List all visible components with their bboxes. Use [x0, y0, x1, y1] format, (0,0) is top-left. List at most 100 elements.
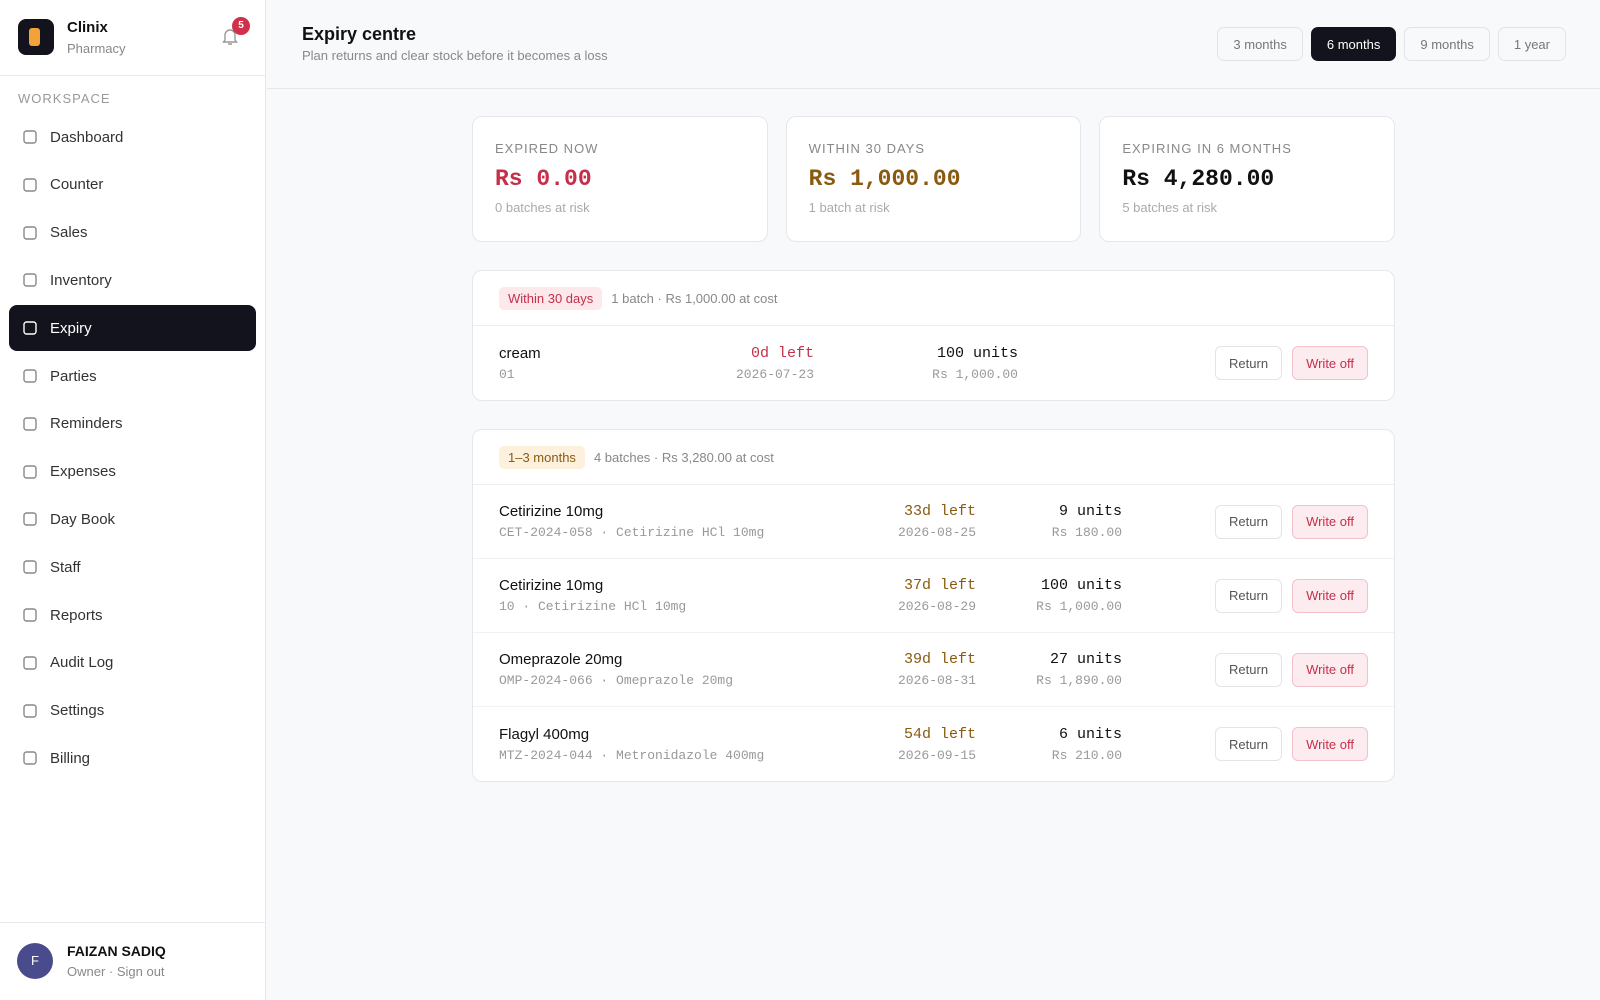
summary-amount: Rs 0.00	[495, 166, 592, 192]
nav-item[interactable]: Counter	[9, 162, 256, 208]
page-title: Expiry centre	[302, 24, 417, 44]
nav-label: Audit Log	[50, 654, 114, 672]
nav-label: Inventory	[50, 271, 112, 289]
nav-icon	[23, 751, 37, 766]
nav-item[interactable]: Expiry	[9, 305, 256, 352]
batch-info: Cetirizine 10mg 10 · Cetirizine HCl 10mg	[499, 577, 829, 614]
cost: Rs 210.00	[1051, 747, 1122, 763]
nav-icon	[23, 130, 37, 144]
header: Expiry centre Plan returns and clear stoc…	[267, 0, 1600, 89]
summary-card: WITHIN 30 DAYS Rs 1,000.00 1 batch at risk	[785, 116, 1082, 242]
batch-expiry: 39d left 2026-08-31	[829, 651, 976, 688]
write-off-button[interactable]: Write off	[1292, 346, 1368, 380]
batch-stock: 9 units Rs 180.00	[976, 503, 1122, 540]
nav-icon	[23, 178, 37, 192]
batch-info: Cetirizine 10mg CET-2024-058 · Cetirizine…	[499, 503, 829, 540]
nav-icon	[23, 369, 37, 383]
batch-stock: 100 units Rs 1,000.00	[976, 577, 1122, 614]
sidebar: Clinix Pharmacy 5 WORKSPACE Dashboard Counter…	[0, 0, 266, 1000]
batch-name: Cetirizine 10mg	[499, 577, 604, 594]
summary-label: WITHIN 30 DAYS	[808, 141, 926, 156]
return-button[interactable]: Return	[1215, 346, 1283, 380]
return-button[interactable]: Return	[1215, 727, 1283, 761]
batch-row: Omeprazole 20mg OMP-2024-066 · Omeprazole…	[473, 633, 1394, 707]
batch-row: Cetirizine 10mg CET-2024-058 · Cetirizine…	[473, 485, 1394, 559]
nav-label: Sales	[50, 224, 88, 242]
nav-item[interactable]: Sales	[9, 210, 256, 256]
days-left: 33d left	[903, 503, 976, 520]
batch-stock: 100 units Rs 1,000.00	[814, 345, 1018, 382]
nav-item[interactable]: Day Book	[9, 496, 256, 542]
range-button[interactable]: 9 months	[1404, 27, 1490, 61]
batch-row: Cetirizine 10mg 10 · Cetirizine HCl 10mg 3…	[473, 559, 1394, 633]
expiry-date: 2026-08-29	[897, 599, 976, 614]
write-off-button[interactable]: Write off	[1292, 727, 1368, 761]
batch-info: cream 01	[499, 345, 729, 382]
days-left: 39d left	[903, 651, 976, 668]
expiry-date: 2026-08-31	[897, 673, 976, 688]
nav-item[interactable]: Reminders	[9, 401, 256, 447]
batch-code: 10 · Cetirizine HCl 10mg	[499, 599, 687, 614]
batch-expiry: 0d left 2026-07-23	[729, 345, 814, 382]
nav-label: Settings	[50, 702, 105, 720]
nav-label: Staff	[50, 558, 81, 576]
return-button[interactable]: Return	[1215, 504, 1283, 539]
cost: Rs 180.00	[1051, 525, 1122, 540]
range-button[interactable]: 1 year	[1497, 27, 1566, 61]
nav-icon	[23, 703, 37, 718]
write-off-button[interactable]: Write off	[1292, 578, 1368, 613]
nav-item[interactable]: Audit Log	[9, 640, 256, 686]
logo	[18, 19, 54, 55]
batch-name: cream	[499, 344, 541, 362]
nav-item[interactable]: Staff	[9, 544, 256, 590]
row-actions: Return Write off	[1215, 727, 1368, 761]
units: 6 units	[1058, 725, 1122, 743]
nav-item[interactable]: Reports	[9, 592, 256, 638]
page-subtitle: Plan returns and clear stock before it b…	[302, 48, 608, 63]
row-actions: Return Write off	[1215, 504, 1368, 539]
summary-amount: Rs 1,000.00	[808, 166, 961, 192]
nav-item[interactable]: Expenses	[9, 449, 256, 495]
batch-code: MTZ-2024-044 · Metronidazole 400mg	[499, 747, 765, 763]
nav-item[interactable]: Settings	[9, 688, 256, 734]
nav-icon	[23, 464, 37, 479]
expiry-group: 1–3 months 4 batches · Rs 3,280.00 at cos…	[472, 429, 1395, 782]
summary-amount: Rs 4,280.00	[1122, 166, 1275, 192]
range-button[interactable]: 6 months	[1310, 27, 1397, 61]
expiry-date: 2026-08-25	[897, 525, 976, 540]
user-role[interactable]: Owner · Sign out	[67, 964, 165, 979]
range-selector: 3 months 6 months 9 months 1 year	[1217, 27, 1566, 61]
batch-name: Flagyl 400mg	[499, 725, 590, 743]
expiry-date: 2026-07-23	[735, 366, 814, 382]
units: 27 units	[1049, 651, 1122, 668]
brand-sub: Pharmacy	[67, 41, 126, 56]
nav-item[interactable]: Dashboard	[9, 114, 256, 160]
nav-icon	[23, 608, 37, 622]
summary-cards: EXPIRED NOW Rs 0.00 0 batches at risk WITHI…	[472, 116, 1396, 242]
nav-icon	[23, 560, 37, 574]
batch-expiry: 33d left 2026-08-25	[829, 503, 976, 540]
range-button[interactable]: 3 months	[1217, 27, 1303, 61]
nav-item[interactable]: Parties	[9, 353, 256, 399]
write-off-button[interactable]: Write off	[1292, 504, 1368, 539]
nav-label: Billing	[50, 749, 91, 767]
write-off-button[interactable]: Write off	[1292, 652, 1368, 687]
nav-label: Dashboard	[50, 128, 124, 146]
units: 9 units	[1058, 503, 1122, 520]
return-button[interactable]: Return	[1215, 578, 1283, 613]
cost: Rs 1,000.00	[1036, 599, 1122, 614]
nav-item[interactable]: Billing	[9, 735, 256, 781]
brand-name: Clinix	[67, 19, 108, 36]
return-button[interactable]: Return	[1215, 652, 1283, 687]
nav-label: Reminders	[50, 415, 123, 433]
group-badge: 1–3 months	[499, 445, 585, 469]
batch-expiry: 37d left 2026-08-29	[829, 577, 976, 614]
section-label: WORKSPACE	[18, 91, 111, 106]
nav-icon	[23, 417, 37, 431]
summary-card: EXPIRED NOW Rs 0.00 0 batches at risk	[472, 116, 768, 242]
nav-label: Counter	[50, 176, 104, 194]
nav-icon	[23, 656, 37, 670]
nav-item[interactable]: Inventory	[9, 257, 256, 303]
row-actions: Return Write off	[1215, 346, 1368, 380]
nav-icon	[23, 321, 37, 335]
